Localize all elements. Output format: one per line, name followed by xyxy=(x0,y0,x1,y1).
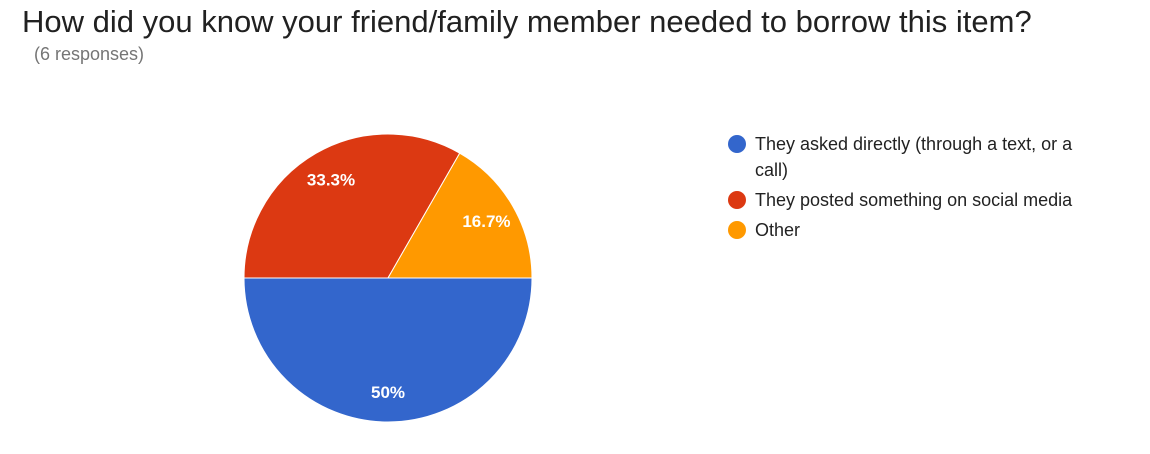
legend-item-social-media[interactable]: They posted something on social media xyxy=(726,187,1106,213)
legend-item-asked-directly[interactable]: They asked directly (through a text, or … xyxy=(726,131,1106,183)
legend-swatch-other xyxy=(728,221,746,239)
pie-label-other: 16.7% xyxy=(462,212,510,231)
legend-swatch-social-media xyxy=(728,191,746,209)
pie-label-social-media: 33.3% xyxy=(307,171,355,190)
chart-legend: They asked directly (through a text, or … xyxy=(726,131,1106,247)
chart-title: How did you know your friend/family memb… xyxy=(22,4,1032,39)
pie-slice-social-media[interactable] xyxy=(243,133,461,279)
legend-swatch-asked-directly xyxy=(728,135,746,153)
legend-label-asked-directly: They asked directly (through a text, or … xyxy=(755,134,1073,180)
legend-item-other[interactable]: Other xyxy=(726,217,1106,243)
pie-label-asked-directly: 50% xyxy=(371,383,405,402)
legend-label-other: Other xyxy=(755,220,801,240)
pie-slice-other[interactable] xyxy=(387,152,533,279)
legend-label-social-media: They posted something on social media xyxy=(755,190,1073,210)
response-count: (6 responses) xyxy=(34,44,145,64)
pie-slice-asked-directly[interactable] xyxy=(243,277,533,423)
